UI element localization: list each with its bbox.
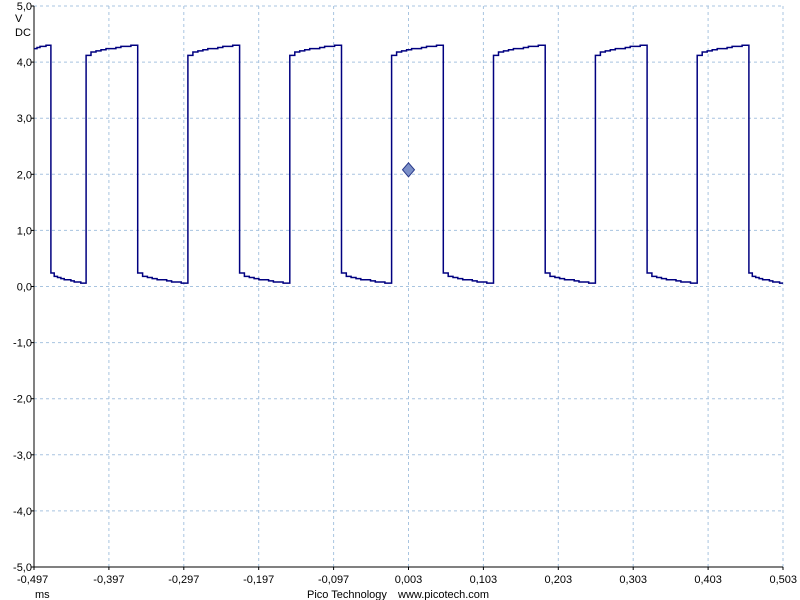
y-tick-label: -4,0 xyxy=(13,506,32,518)
y-tick-label: 5,0 xyxy=(17,1,32,13)
trigger-marker[interactable] xyxy=(401,162,416,178)
series-trace xyxy=(34,44,783,284)
x-tick-label: -0,397 xyxy=(93,574,124,586)
y-tick-label: -5,0 xyxy=(13,562,32,574)
x-tick-label: -0,497 xyxy=(17,574,48,586)
y-tick-label: 0,0 xyxy=(17,282,32,294)
x-tick-label: 0,203 xyxy=(545,574,573,586)
x-tick-label: 0,003 xyxy=(395,574,423,586)
marker-layer xyxy=(401,162,416,178)
axes xyxy=(31,5,784,570)
x-tick-label: -0,097 xyxy=(318,574,349,586)
x-tick-label: 0,303 xyxy=(619,574,647,586)
y-unit-label: V xyxy=(15,13,23,25)
y-tick-labels: 5,0 4,0 3,0 2,0 1,0 0,0 -1,0 -2,0 -3,0 -4,0 -5,0 xyxy=(13,1,32,574)
x-tick-label: 0,403 xyxy=(694,574,722,586)
footer-url[interactable]: www.picotech.com xyxy=(397,589,489,600)
x-tick-label: 0,103 xyxy=(470,574,498,586)
y-tick-label: -3,0 xyxy=(13,450,32,462)
x-tick-label: -0,297 xyxy=(168,574,199,586)
x-tick-label: 0,503 xyxy=(769,574,797,586)
y-tick-label: 4,0 xyxy=(17,57,32,69)
y-tick-label: -1,0 xyxy=(13,338,32,350)
x-unit-label: ms xyxy=(35,589,50,600)
coupling-label: DC xyxy=(15,27,31,39)
x-tick-labels: -0,497 -0,397 -0,297 -0,197 -0,097 0,003 0,103… xyxy=(17,574,797,586)
y-tick-label: 3,0 xyxy=(17,113,32,125)
footer-brand: Pico Technology xyxy=(307,589,387,600)
x-tick-label: -0,197 xyxy=(243,574,274,586)
grid xyxy=(33,5,784,568)
y-tick-label: 1,0 xyxy=(17,225,32,237)
trace-layer xyxy=(34,44,783,284)
y-tick-label: -2,0 xyxy=(13,394,32,406)
y-tick-label: 2,0 xyxy=(17,169,32,181)
